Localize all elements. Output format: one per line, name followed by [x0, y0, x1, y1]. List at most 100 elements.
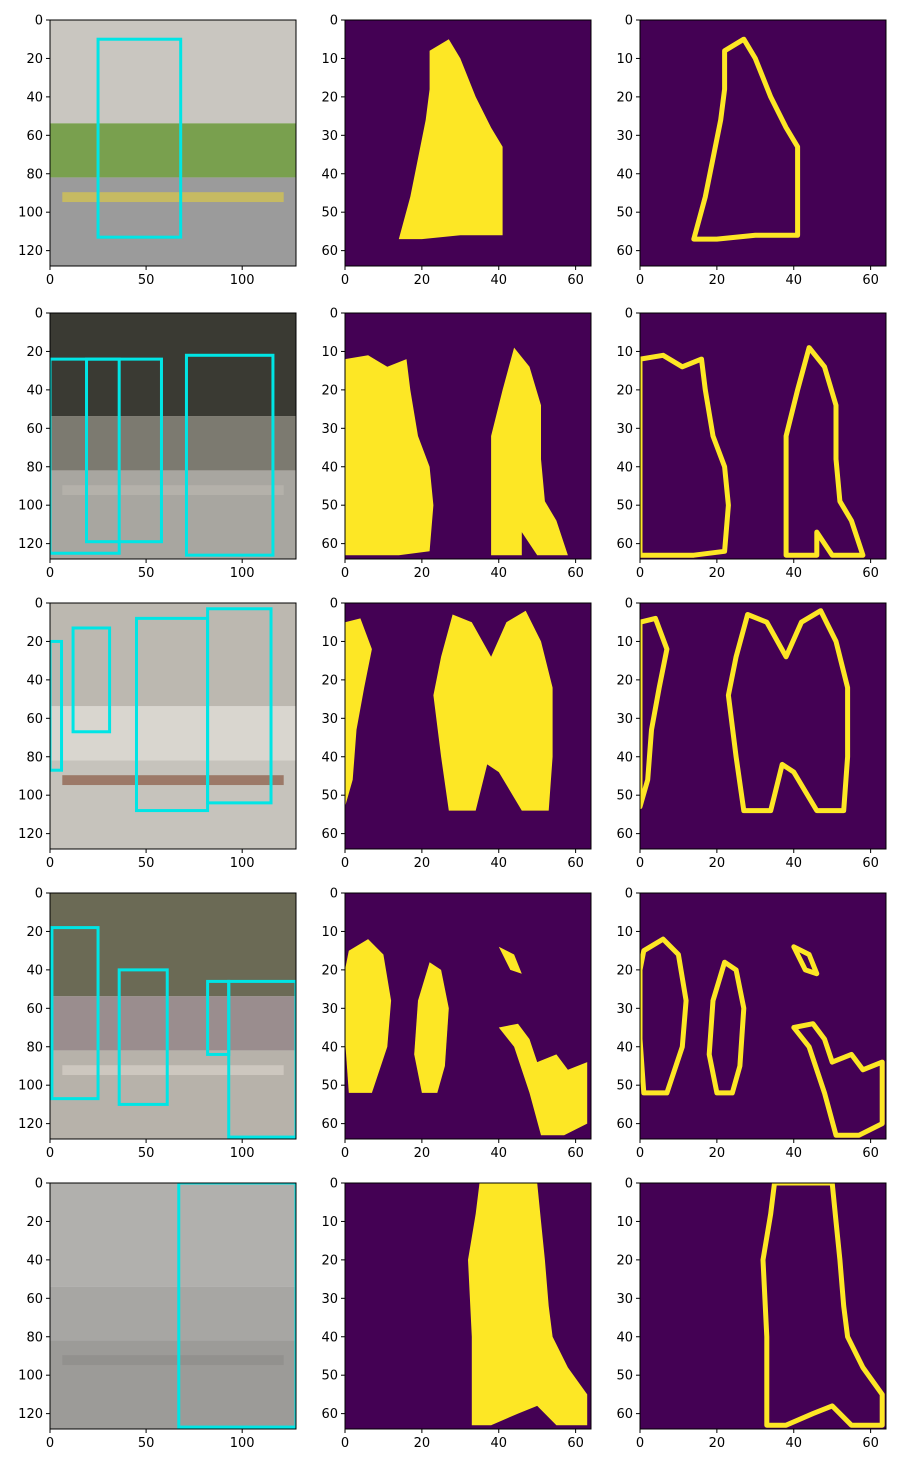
x-tick-label: 20 — [414, 1436, 431, 1451]
photo-midground — [50, 416, 296, 471]
bounding-box — [85, 357, 163, 544]
photo-midground — [50, 706, 296, 761]
y-tick-label: 50 — [616, 206, 633, 221]
subplot-content — [345, 603, 591, 849]
photo-curb — [62, 1065, 284, 1076]
y-tick-label: 30 — [616, 422, 633, 437]
x-tick-label: 20 — [414, 273, 431, 288]
axes-frame — [344, 892, 592, 1140]
axes-frame — [639, 312, 887, 560]
x-tick-label: 60 — [862, 856, 879, 871]
x-tick-label: 0 — [341, 1436, 349, 1451]
x-tick-label: 0 — [341, 566, 349, 581]
photo-curb — [62, 485, 284, 496]
y-tick-label: 60 — [616, 1407, 633, 1422]
y-tick-label: 20 — [321, 383, 338, 398]
y-tick-label: 0 — [625, 887, 633, 902]
edge-contour — [725, 608, 851, 814]
y-tick-label: 30 — [321, 1292, 338, 1307]
photo-curb — [62, 1355, 284, 1366]
y-tick-label: 10 — [616, 925, 633, 940]
photo-ground — [50, 760, 296, 849]
edge-contour — [760, 1183, 885, 1428]
subplot-content — [345, 1183, 591, 1429]
photo-background — [50, 20, 296, 124]
y-tick-label: 120 — [18, 244, 43, 259]
y-tick-label: 60 — [321, 1407, 338, 1422]
y-tick-label: 40 — [321, 460, 338, 475]
mask-region — [414, 962, 449, 1093]
x-tick-label: 50 — [138, 566, 155, 581]
axes-frame — [639, 1182, 887, 1430]
axes-frame — [639, 19, 887, 267]
x-tick-label: 40 — [785, 1146, 802, 1161]
y-tick-label: 20 — [321, 963, 338, 978]
y-tick-label: 20 — [26, 345, 43, 360]
subplot-content — [50, 20, 296, 266]
bounding-box — [50, 357, 121, 555]
y-tick-label: 10 — [321, 925, 338, 940]
bounding-box — [117, 968, 169, 1106]
x-tick-label: 60 — [862, 273, 879, 288]
x-tick-label: 100 — [230, 566, 255, 581]
x-tick-label: 100 — [230, 1146, 255, 1161]
subplot-content — [640, 20, 886, 266]
y-tick-label: 10 — [616, 635, 633, 650]
x-tick-label: 0 — [341, 273, 349, 288]
y-tick-label: 80 — [26, 1040, 43, 1055]
photo-curb — [62, 775, 284, 786]
y-tick-label: 60 — [321, 244, 338, 259]
y-tick-label: 80 — [26, 167, 43, 182]
mask-background — [640, 20, 886, 266]
y-tick-label: 80 — [26, 750, 43, 765]
subplot-r1-c1: 0 50 100 0 20 40 60 80 100 120 — [18, 14, 297, 288]
y-tick-label: 0 — [330, 887, 338, 902]
subplot-content — [50, 1183, 296, 1429]
x-tick-label: 20 — [709, 1146, 726, 1161]
y-tick-label: 40 — [616, 460, 633, 475]
y-tick-label: 60 — [321, 1117, 338, 1132]
x-tick-label: 40 — [785, 566, 802, 581]
edge-contour — [640, 936, 689, 1096]
y-tick-label: 20 — [616, 1253, 633, 1268]
x-tick-label: 100 — [230, 856, 255, 871]
y-tick-label: 50 — [321, 1079, 338, 1094]
x-tick-label: 0 — [46, 856, 54, 871]
x-tick-label: 60 — [862, 566, 879, 581]
axes-frame — [49, 892, 297, 1140]
photo-midground — [50, 1286, 296, 1341]
y-tick-label: 40 — [616, 1040, 633, 1055]
x-tick-label: 50 — [138, 1146, 155, 1161]
photo-ground — [50, 177, 296, 266]
x-tick-label: 60 — [567, 273, 584, 288]
y-tick-label: 10 — [616, 52, 633, 67]
photo-ground — [50, 1050, 296, 1139]
x-tick-label: 20 — [709, 273, 726, 288]
y-tick-label: 0 — [35, 307, 43, 322]
y-tick-label: 20 — [616, 90, 633, 105]
y-tick-label: 0 — [330, 14, 338, 29]
x-tick-label: 60 — [567, 1436, 584, 1451]
mask-region — [345, 355, 434, 556]
y-tick-label: 30 — [321, 1002, 338, 1017]
y-tick-label: 50 — [616, 1369, 633, 1384]
y-tick-label: 50 — [616, 789, 633, 804]
y-tick-label: 60 — [616, 244, 633, 259]
y-tick-label: 60 — [616, 1117, 633, 1132]
subplot-content — [50, 893, 296, 1139]
y-tick-label: 0 — [330, 597, 338, 612]
y-tick-label: 30 — [321, 712, 338, 727]
y-tick-label: 50 — [321, 789, 338, 804]
y-tick-label: 40 — [321, 1040, 338, 1055]
bounding-box — [50, 639, 64, 772]
mask-region — [345, 939, 392, 1093]
y-tick-label: 40 — [321, 1330, 338, 1345]
x-tick-label: 40 — [785, 273, 802, 288]
photo-background — [50, 893, 296, 997]
x-tick-label: 40 — [490, 856, 507, 871]
